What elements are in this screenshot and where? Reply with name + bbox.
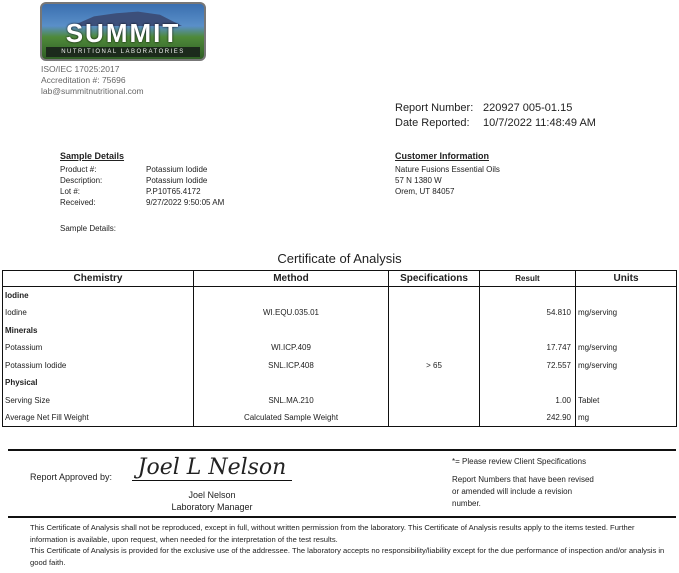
method: Calculated Sample Weight xyxy=(193,409,389,427)
units: mg xyxy=(575,409,677,427)
units: mg/serving xyxy=(575,339,677,357)
sample-value: Potassium Iodide xyxy=(146,165,208,174)
table-row: Iodine WI.EQU.035.01 54.810 mg/serving xyxy=(2,304,677,322)
report-info: Report Number: 220927 005-01.15 Date Repo… xyxy=(395,101,596,131)
header-result: Result xyxy=(479,270,576,287)
analyte: Average Net Fill Weight xyxy=(2,409,194,427)
accreditation: Accreditation #: 75696 xyxy=(41,75,126,85)
summit-logo: SUMMIT NUTRITIONAL LABORATORIES xyxy=(40,2,206,61)
logo-text: SUMMIT xyxy=(65,18,181,48)
date-reported-label: Date Reported: xyxy=(395,117,470,129)
sample-value: P.P10T65.4172 xyxy=(146,187,201,196)
customer-title: Customer Information xyxy=(395,151,490,161)
client-spec-note: *= Please review Client Specifications xyxy=(452,457,587,466)
specification xyxy=(388,339,480,357)
lab-info: ISO/IEC 17025:2017 Accreditation #: 7569… xyxy=(41,64,144,97)
revision-note: Report Numbers that have been revised or… xyxy=(452,475,594,508)
signature: Joel L Nelson xyxy=(132,455,292,481)
lab-email: lab@summitnutritional.com xyxy=(41,86,144,96)
analyte: Potassium Iodide xyxy=(2,356,194,374)
analyte: Potassium xyxy=(2,339,194,357)
sample-row: Description: Potassium Iodide xyxy=(60,175,224,186)
logo-subtext: NUTRITIONAL LABORATORIES xyxy=(46,47,200,57)
group-label: Minerals xyxy=(2,321,194,339)
sample-row: Lot #: P.P10T65.4172 xyxy=(60,186,224,197)
result: 242.90 xyxy=(479,409,576,427)
specification xyxy=(388,409,480,427)
header-method: Method xyxy=(193,270,389,287)
group-row: Iodine xyxy=(2,286,677,304)
iso-standard: ISO/IEC 17025:2017 xyxy=(41,64,120,74)
specification: > 65 xyxy=(388,356,480,374)
customer-information: Customer Information Nature Fusions Esse… xyxy=(395,151,500,197)
specification xyxy=(388,391,480,409)
customer-name: Nature Fusions Essential Oils xyxy=(395,165,500,174)
divider xyxy=(8,449,676,451)
analyte: Serving Size xyxy=(2,391,194,409)
header-specifications: Specifications xyxy=(388,270,480,287)
sample-key: Lot #: xyxy=(60,187,81,196)
sample-value: Potassium Iodide xyxy=(146,176,208,185)
sample-details-label: Sample Details: xyxy=(60,224,117,233)
specification xyxy=(388,304,480,322)
customer-address: 57 N 1380 W xyxy=(395,176,442,185)
footer-disclaimer-2: This Certificate of Analysis is provided… xyxy=(30,546,665,567)
sample-details: Sample Details Product #: Potassium Iodid… xyxy=(60,151,224,234)
units: mg/serving xyxy=(575,356,677,374)
report-number: 220927 005-01.15 xyxy=(483,102,573,114)
sample-key: Product #: xyxy=(60,165,97,174)
result: 54.810 xyxy=(479,304,576,322)
footer-disclaimer-1: This Certificate of Analysis shall not b… xyxy=(30,523,635,544)
header-chemistry: Chemistry xyxy=(2,270,194,287)
sample-row: Product #: Potassium Iodide xyxy=(60,164,224,175)
sample-row: Received: 9/27/2022 9:50:05 AM xyxy=(60,197,224,208)
method: WI.EQU.035.01 xyxy=(193,304,389,322)
method: SNL.MA.210 xyxy=(193,391,389,409)
units: Tablet xyxy=(575,391,677,409)
analyte: Iodine xyxy=(2,304,194,322)
table-row: Serving Size SNL.MA.210 1.00 Tablet xyxy=(2,391,677,409)
result: 1.00 xyxy=(479,391,576,409)
table-row: Potassium Iodide SNL.ICP.408 > 65 72.557 mg/… xyxy=(2,356,677,374)
sample-key: Description: xyxy=(60,176,103,185)
divider xyxy=(8,516,676,518)
group-row: Minerals xyxy=(2,321,677,339)
results-table: Chemistry Method Specifications Result U… xyxy=(2,270,677,427)
date-reported: 10/7/2022 11:48:49 AM xyxy=(483,117,596,129)
approver-name: Joel Nelson xyxy=(188,490,236,500)
table-row: Average Net Fill Weight Calculated Sample… xyxy=(2,409,677,427)
result: 72.557 xyxy=(479,356,576,374)
units: mg/serving xyxy=(575,304,677,322)
report-number-label: Report Number: xyxy=(395,102,474,114)
group-row: Physical xyxy=(2,374,677,392)
method: SNL.ICP.408 xyxy=(193,356,389,374)
approved-by-label: Report Approved by: xyxy=(30,472,113,482)
approver-role: Laboratory Manager xyxy=(171,502,253,512)
sample-key: Received: xyxy=(60,198,96,207)
header-units: Units xyxy=(575,270,677,287)
table-row: Potassium WI.ICP.409 17.747 mg/serving xyxy=(2,339,677,357)
customer-city: Orem, UT 84057 xyxy=(395,187,455,196)
group-label: Physical xyxy=(2,374,194,392)
sample-value: 9/27/2022 9:50:05 AM xyxy=(146,198,225,207)
coa-title: Certificate of Analysis xyxy=(277,251,402,266)
method: WI.ICP.409 xyxy=(193,339,389,357)
result: 17.747 xyxy=(479,339,576,357)
sample-details-title: Sample Details xyxy=(60,151,125,161)
group-label: Iodine xyxy=(2,286,194,304)
